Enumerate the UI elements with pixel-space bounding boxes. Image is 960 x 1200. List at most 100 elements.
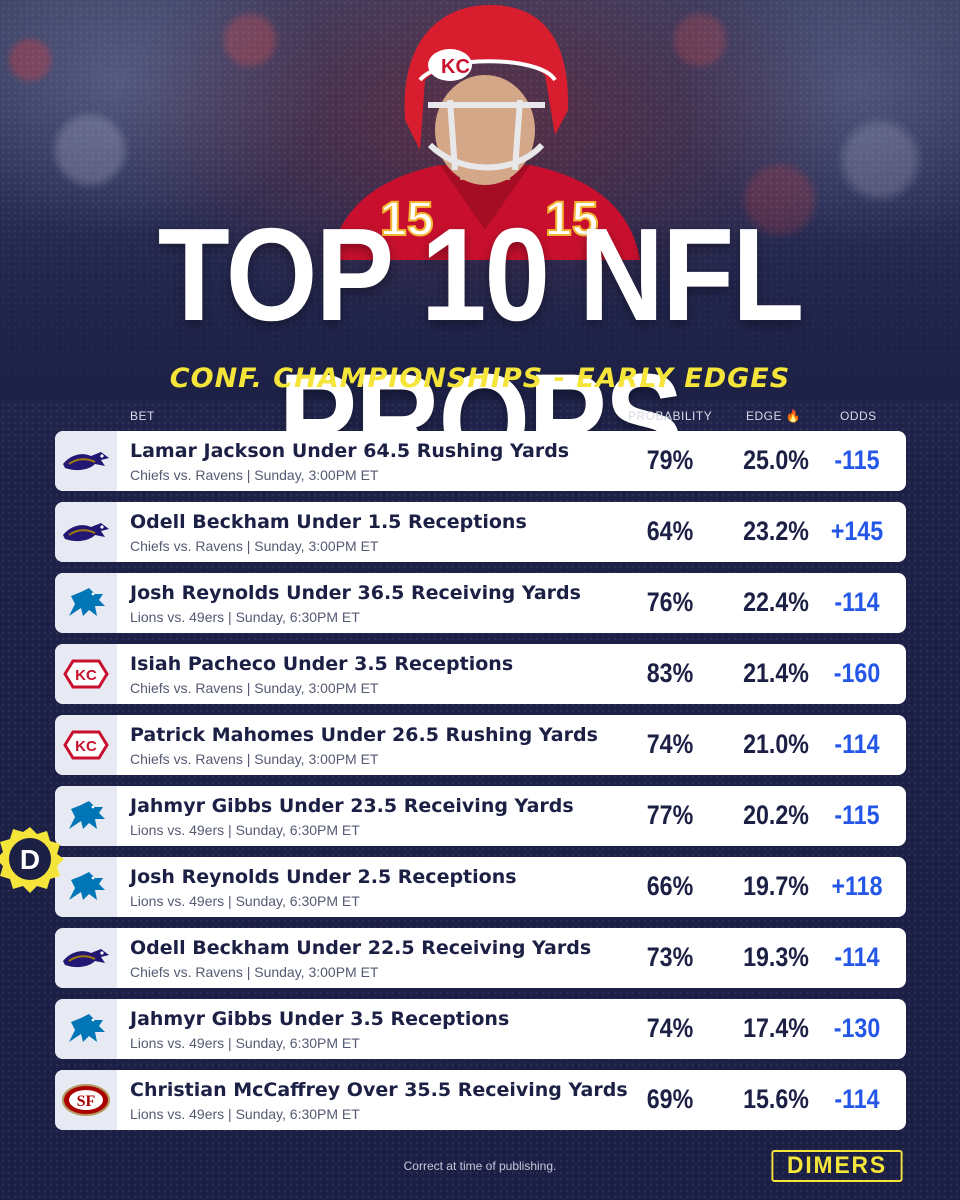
prop-bet: Josh Reynolds Under 36.5 Receiving Yards xyxy=(130,582,581,604)
team-logo-49ers: SF xyxy=(55,1070,117,1130)
prop-odds: -114 xyxy=(834,587,880,617)
ravens-logo-icon xyxy=(63,452,109,471)
prop-row: KC Isiah Pacheco Under 3.5 Receptions Ch… xyxy=(55,644,906,704)
prop-odds: +145 xyxy=(830,516,884,546)
prop-bet: Jahmyr Gibbs Under 3.5 Receptions xyxy=(130,1008,510,1030)
chiefs-logo-icon: KC xyxy=(63,659,109,689)
prop-edge: 25.0% xyxy=(743,445,809,475)
prop-edge: 19.7% xyxy=(743,871,809,901)
column-header-edge-label: EDGE xyxy=(746,409,783,423)
prop-row: SF Christian McCaffrey Over 35.5 Receivi… xyxy=(55,1070,906,1130)
prop-probability: 76% xyxy=(646,587,694,617)
prop-bet: Odell Beckham Under 1.5 Receptions xyxy=(130,511,527,533)
chiefs-logo-icon: KC xyxy=(63,730,109,760)
column-header-odds: ODDS xyxy=(840,409,877,423)
prop-bet: Lamar Jackson Under 64.5 Rushing Yards xyxy=(130,440,570,462)
player-photo: 15 15 KC xyxy=(320,0,650,260)
prop-edge: 15.6% xyxy=(743,1084,809,1114)
column-header-bet: BET xyxy=(130,409,155,423)
prop-game: Chiefs vs. Ravens | Sunday, 3:00PM ET xyxy=(130,680,379,696)
team-logo-lions xyxy=(55,573,117,633)
jersey-number-right: 15 xyxy=(545,193,598,246)
prop-bet: Odell Beckham Under 22.5 Receiving Yards xyxy=(130,937,592,959)
prop-edge: 20.2% xyxy=(743,800,809,830)
prop-probability: 77% xyxy=(646,800,694,830)
prop-edge: 21.4% xyxy=(743,658,809,688)
team-logo-lions xyxy=(55,786,117,846)
svg-text:KC: KC xyxy=(441,56,470,78)
lions-logo-icon xyxy=(69,1014,105,1042)
prop-probability: 73% xyxy=(646,942,694,972)
prop-odds: -114 xyxy=(834,729,880,759)
prop-probability: 74% xyxy=(646,1013,694,1043)
prop-probability: 66% xyxy=(646,871,694,901)
team-logo-chiefs: KC xyxy=(55,715,117,775)
prop-game: Lions vs. 49ers | Sunday, 6:30PM ET xyxy=(130,609,360,625)
team-logo-ravens xyxy=(55,502,117,562)
prop-edge: 21.0% xyxy=(743,729,809,759)
49ers-logo-icon: SF xyxy=(62,1084,110,1116)
footnote: Correct at time of publishing. xyxy=(403,1159,557,1173)
ravens-logo-icon xyxy=(63,523,109,542)
prop-probability: 64% xyxy=(646,516,694,546)
dimers-badge-icon: D xyxy=(0,825,64,893)
prop-game: Chiefs vs. Ravens | Sunday, 3:00PM ET xyxy=(130,964,379,980)
prop-game: Lions vs. 49ers | Sunday, 6:30PM ET xyxy=(130,1106,360,1122)
prop-game: Chiefs vs. Ravens | Sunday, 3:00PM ET xyxy=(130,538,379,554)
team-logo-chiefs: KC xyxy=(55,644,117,704)
team-logo-lions xyxy=(55,999,117,1059)
ravens-logo-icon xyxy=(63,949,109,968)
prop-row: Josh Reynolds Under 36.5 Receiving Yards… xyxy=(55,573,906,633)
prop-game: Chiefs vs. Ravens | Sunday, 3:00PM ET xyxy=(130,467,379,483)
prop-game: Lions vs. 49ers | Sunday, 6:30PM ET xyxy=(130,1035,360,1051)
prop-bet: Isiah Pacheco Under 3.5 Receptions xyxy=(130,653,514,675)
prop-odds: -115 xyxy=(834,445,880,475)
prop-edge: 17.4% xyxy=(743,1013,809,1043)
prop-odds: -130 xyxy=(833,1013,881,1043)
prop-odds: -160 xyxy=(833,658,881,688)
team-logo-ravens xyxy=(55,928,117,988)
prop-row: Lamar Jackson Under 64.5 Rushing Yards C… xyxy=(55,431,906,491)
prop-game: Chiefs vs. Ravens | Sunday, 3:00PM ET xyxy=(130,751,379,767)
prop-game: Lions vs. 49ers | Sunday, 6:30PM ET xyxy=(130,822,360,838)
prop-game: Lions vs. 49ers | Sunday, 6:30PM ET xyxy=(130,893,360,909)
prop-probability: 79% xyxy=(646,445,694,475)
prop-row: Josh Reynolds Under 2.5 Receptions Lions… xyxy=(55,857,906,917)
jersey-number-left: 15 xyxy=(380,193,433,246)
prop-bet: Patrick Mahomes Under 26.5 Rushing Yards xyxy=(130,724,598,746)
prop-probability: 74% xyxy=(646,729,694,759)
prop-row: Odell Beckham Under 1.5 Receptions Chief… xyxy=(55,502,906,562)
lions-logo-icon xyxy=(69,872,105,900)
prop-bet: Jahmyr Gibbs Under 23.5 Receiving Yards xyxy=(130,795,574,817)
prop-probability: 69% xyxy=(646,1084,694,1114)
prop-odds: -114 xyxy=(834,1084,880,1114)
fire-icon: 🔥 xyxy=(785,409,802,423)
prop-bet: Christian McCaffrey Over 35.5 Receiving … xyxy=(130,1079,628,1101)
svg-text:KC: KC xyxy=(75,738,97,755)
prop-probability: 83% xyxy=(646,658,694,688)
prop-row: KC Patrick Mahomes Under 26.5 Rushing Ya… xyxy=(55,715,906,775)
lions-logo-icon xyxy=(69,801,105,829)
prop-row: Jahmyr Gibbs Under 23.5 Receiving Yards … xyxy=(55,786,906,846)
prop-odds: +118 xyxy=(831,871,883,901)
prop-odds: -115 xyxy=(834,800,880,830)
props-list: Lamar Jackson Under 64.5 Rushing Yards C… xyxy=(55,431,906,1141)
brand-logo: DIMERS xyxy=(771,1150,903,1182)
prop-row: Odell Beckham Under 22.5 Receiving Yards… xyxy=(55,928,906,988)
svg-text:SF: SF xyxy=(77,1093,96,1110)
column-header-edge: EDGE 🔥 xyxy=(746,409,801,423)
prop-bet: Josh Reynolds Under 2.5 Receptions xyxy=(130,866,517,888)
page-title: TOP 10 NFL PROPS xyxy=(157,201,805,495)
column-header-probability: PROBABILITY xyxy=(628,409,713,423)
prop-row: Jahmyr Gibbs Under 3.5 Receptions Lions … xyxy=(55,999,906,1059)
team-logo-ravens xyxy=(55,431,117,491)
prop-odds: -114 xyxy=(834,942,880,972)
badge-letter: D xyxy=(20,844,40,875)
svg-text:KC: KC xyxy=(75,667,97,684)
prop-edge: 23.2% xyxy=(743,516,809,546)
team-logo-lions xyxy=(55,857,117,917)
lions-logo-icon xyxy=(69,588,105,616)
page-subtitle: CONF. CHAMPIONSHIPS - EARLY EDGES xyxy=(169,363,791,394)
prop-edge: 22.4% xyxy=(743,587,809,617)
prop-edge: 19.3% xyxy=(743,942,809,972)
